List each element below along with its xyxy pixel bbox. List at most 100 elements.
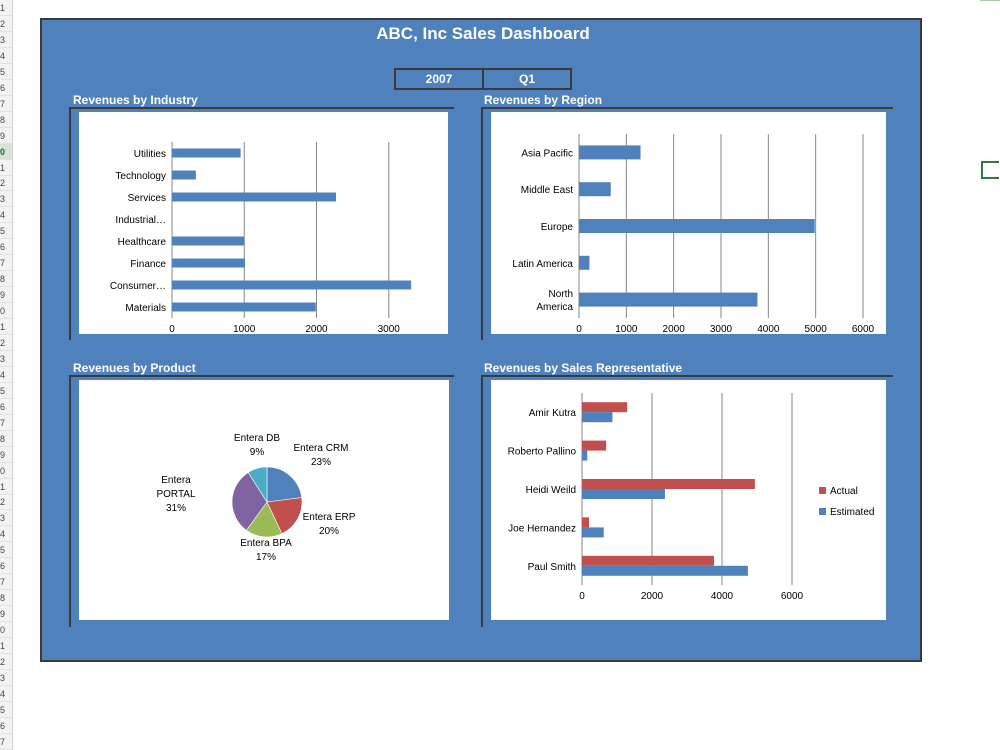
pie-label-entera-crm: 23% [311,457,331,468]
quarter-cell[interactable]: Q1 [482,70,570,88]
row-header[interactable]: 3 [0,32,12,48]
rep-chart-title: Revenues by Sales Representative [484,361,683,375]
rep-chart[interactable]: 0 2000 4000 6000 Amir Kutra Roberto Pallino He… [491,380,886,620]
bar-technology [172,170,196,180]
row-header[interactable]: 7 [0,574,12,591]
legend-swatch-actual [819,487,826,494]
bar-roberto-pallino-actual [582,440,607,451]
row-header[interactable]: 8 [0,590,12,607]
row-header[interactable]: 8 [0,271,12,288]
bar-consumer [172,280,412,290]
row-header[interactable]: 2 [0,654,12,670]
row-header[interactable]: 2 [0,175,12,192]
row-header[interactable]: 1 [0,319,12,335]
row-header[interactable]: 3 [0,191,12,208]
bar-latin-america [579,255,590,270]
row-header[interactable]: 1 [0,479,12,495]
x-tick-label: 2000 [641,591,664,602]
row-header[interactable]: 3 [0,670,12,686]
row-header[interactable]: 4 [0,207,12,224]
bar-joe-hernandez-actual [582,517,589,528]
row-header[interactable]: 5 [0,542,12,559]
row-header[interactable]: 2 [0,335,12,351]
pie-label-entera-erp: Entera ERP [303,512,356,523]
x-tick-label: 0 [169,324,175,334]
bar-middle-east [579,182,611,197]
bar-paul-smith-estimated [582,565,748,576]
row-header[interactable]: 0 [0,303,12,320]
bar-paul-smith-actual [582,555,714,566]
row-header[interactable]: 3 [0,351,12,367]
pie-label-entera-bpa: 17% [256,552,276,563]
pie-slice-entera-crm [266,466,303,503]
pie-slice-entera-erp [266,497,303,535]
pie-label-entera-bpa: Entera BPA [240,538,292,549]
row-header[interactable]: 6 [0,558,12,575]
selected-cell-marker[interactable] [981,161,999,179]
row-header[interactable]: 9 [0,128,12,144]
row-header[interactable]: 5 [0,64,12,80]
pie-slice-entera-db [247,466,268,504]
row-header[interactable]: 0 [0,143,12,160]
pie-label-entera-db: 9% [250,447,265,458]
row-header[interactable]: 4 [0,367,12,383]
row-header[interactable]: 9 [0,606,12,623]
row-header[interactable]: 0 [0,463,12,479]
bar-heidi-weild-actual [582,479,755,489]
industry-chart[interactable]: 01000200030004000UtilitiesTechnologyServ… [79,112,448,334]
legend-label-estimated: Estimated [830,507,874,518]
product-chart-svg: Entera CRM 23% Entera ERP 20% Entera BPA 17% E… [156,433,356,563]
category-label-paul-smith: Paul Smith [528,562,576,573]
bar-amir-kutra-actual [582,402,628,413]
bar-amir-kutra-estimated [582,412,613,423]
category-label-services: Services [128,193,166,204]
row-header[interactable]: 1 [0,0,12,16]
x-tick-label: 2000 [663,324,686,334]
row-header[interactable]: 0 [0,622,12,639]
row-header[interactable]: 6 [0,80,12,96]
x-tick-label: 3000 [710,324,733,334]
product-panel-frame [69,375,454,627]
row-header[interactable]: 3 [0,510,12,527]
row-header[interactable]: 6 [0,239,12,256]
bar-services [172,192,337,202]
bar-north-america [579,292,758,307]
x-tick-label: 4000 [757,324,780,334]
row-header[interactable]: 6 [0,718,12,734]
category-label-materials: Materials [125,303,166,314]
pie-label-entera-portal: Entera [161,475,191,486]
row-header[interactable]: 6 [0,399,12,415]
row-header[interactable]: 9 [0,287,12,304]
row-header[interactable]: 5 [0,383,12,399]
row-header[interactable]: 1 [0,160,12,176]
dashboard-panel: ABC, Inc Sales Dashboard 2007 Q1 Revenue… [40,18,922,662]
category-label-europe: Europe [541,222,574,233]
x-tick-label: 6000 [781,591,804,602]
row-header[interactable]: 2 [0,16,12,32]
row-header[interactable]: 8 [0,431,12,447]
bar-europe [579,219,815,233]
row-header[interactable]: 9 [0,447,12,463]
row-header[interactable]: 8 [0,112,12,128]
x-tick-label: 0 [579,591,585,602]
legend-swatch-estimated [819,508,826,515]
legend-label-actual: Actual [830,486,858,497]
row-header[interactable]: 4 [0,48,12,64]
category-label-latin-america: Latin America [512,259,573,270]
row-header[interactable]: 1 [0,638,12,654]
row-header[interactable]: 7 [0,415,12,431]
row-header[interactable]: 7 [0,255,12,272]
product-chart[interactable]: Entera CRM 23% Entera ERP 20% Entera BPA 17% E… [79,380,449,620]
rep-chart-svg: 0 2000 4000 6000 Amir Kutra Roberto Pallino He… [508,393,874,602]
row-header[interactable]: 2 [0,494,12,511]
row-header[interactable]: 7 [0,96,12,112]
row-header[interactable]: 7 [0,734,12,750]
year-cell[interactable]: 2007 [425,72,453,86]
row-header[interactable]: 5 [0,223,12,240]
row-header[interactable]: 4 [0,526,12,543]
region-chart[interactable]: 0 1000 2000 3000 4000 5000 6000 Asia Pacific Mid… [491,112,886,334]
bar-roberto-pallino-estimated [582,450,588,461]
row-header[interactable]: 4 [0,686,12,702]
row-header[interactable]: 5 [0,702,12,718]
category-label-utilities: Utilities [134,149,166,160]
